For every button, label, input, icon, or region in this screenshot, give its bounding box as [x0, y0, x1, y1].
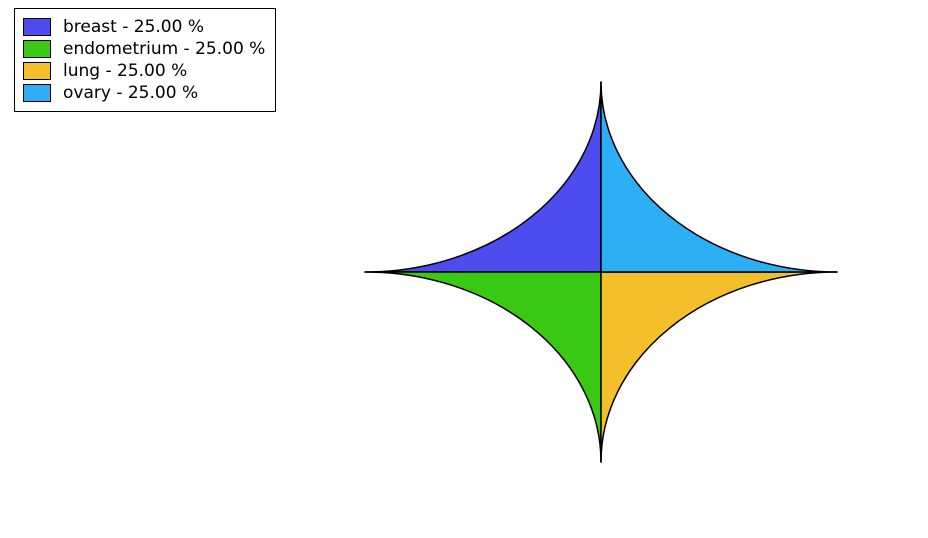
pie-slice-endometrium: [365, 272, 601, 462]
pie-slice-breast: [365, 82, 601, 272]
pie-slice-ovary: [601, 82, 837, 272]
pie-chart: [0, 0, 928, 538]
pie-slice-lung: [601, 272, 837, 462]
